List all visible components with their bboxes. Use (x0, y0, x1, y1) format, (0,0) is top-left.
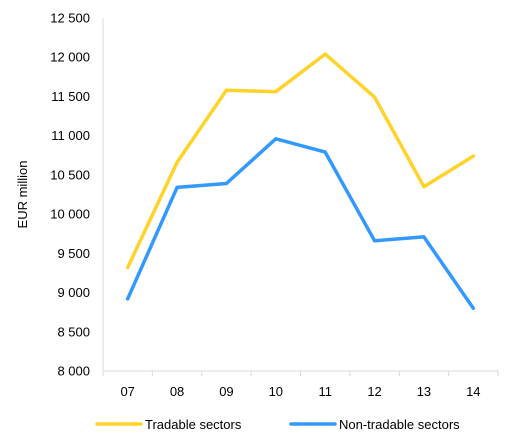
data-point-non-tradable-sectors (422, 235, 426, 239)
series-line-non-tradable-sectors (125, 137, 476, 310)
data-point-tradable-sectors (126, 265, 130, 270)
legend-label: Tradable sectors (145, 417, 242, 432)
x-tick-label: 12 (367, 384, 381, 399)
data-point-non-tradable-sectors (471, 306, 475, 310)
data-series (125, 52, 476, 310)
x-tick-label: 11 (318, 384, 332, 399)
data-point-tradable-sectors (274, 90, 278, 94)
y-tick-label: 8 500 (57, 324, 90, 339)
y-tick-label: 11 500 (51, 89, 90, 104)
x-tick-label: 13 (417, 384, 431, 399)
y-tick-label: 10 000 (50, 207, 90, 222)
data-point-tradable-sectors (471, 154, 475, 158)
x-tick-label: 14 (466, 384, 480, 399)
legend-label: Non-tradable sectors (339, 417, 460, 432)
data-point-non-tradable-sectors (126, 297, 130, 301)
data-point-tradable-sectors (422, 185, 426, 189)
data-point-non-tradable-sectors (175, 185, 179, 190)
x-tick-label: 07 (120, 384, 134, 399)
x-tick-label: 08 (170, 384, 184, 399)
y-axis-title: EUR million (15, 161, 30, 229)
data-point-non-tradable-sectors (323, 150, 327, 154)
x-axis (102, 370, 499, 376)
x-tick-label: 09 (219, 384, 233, 399)
y-tick-label: 10 500 (50, 167, 90, 182)
data-point-tradable-sectors (224, 88, 229, 92)
data-point-tradable-sectors (372, 95, 377, 99)
y-tick-label: 9 000 (57, 285, 90, 300)
data-point-non-tradable-sectors (372, 239, 377, 243)
y-tick-label: 12 500 (50, 11, 90, 26)
series-line-tradable-sectors (125, 52, 476, 270)
legend: Tradable sectors Non-tradable sectors (95, 417, 460, 432)
data-point-non-tradable-sectors (224, 181, 229, 186)
y-tick-label: 9 500 (57, 246, 90, 261)
y-tick-label: 12 000 (50, 50, 90, 65)
x-tick-label: 10 (269, 384, 283, 399)
y-tick-labels: 8 000 8 500 9 000 9 500 10 000 10 500 11 000 11… (50, 11, 90, 379)
y-tick-label: 11 000 (51, 128, 90, 143)
data-point-tradable-sectors (175, 160, 179, 164)
x-tick-labels: 07 08 09 10 11 12 13 14 (120, 384, 480, 399)
data-point-tradable-sectors (323, 52, 327, 56)
y-tick-label: 8 000 (57, 364, 90, 379)
data-point-non-tradable-sectors (274, 137, 278, 141)
